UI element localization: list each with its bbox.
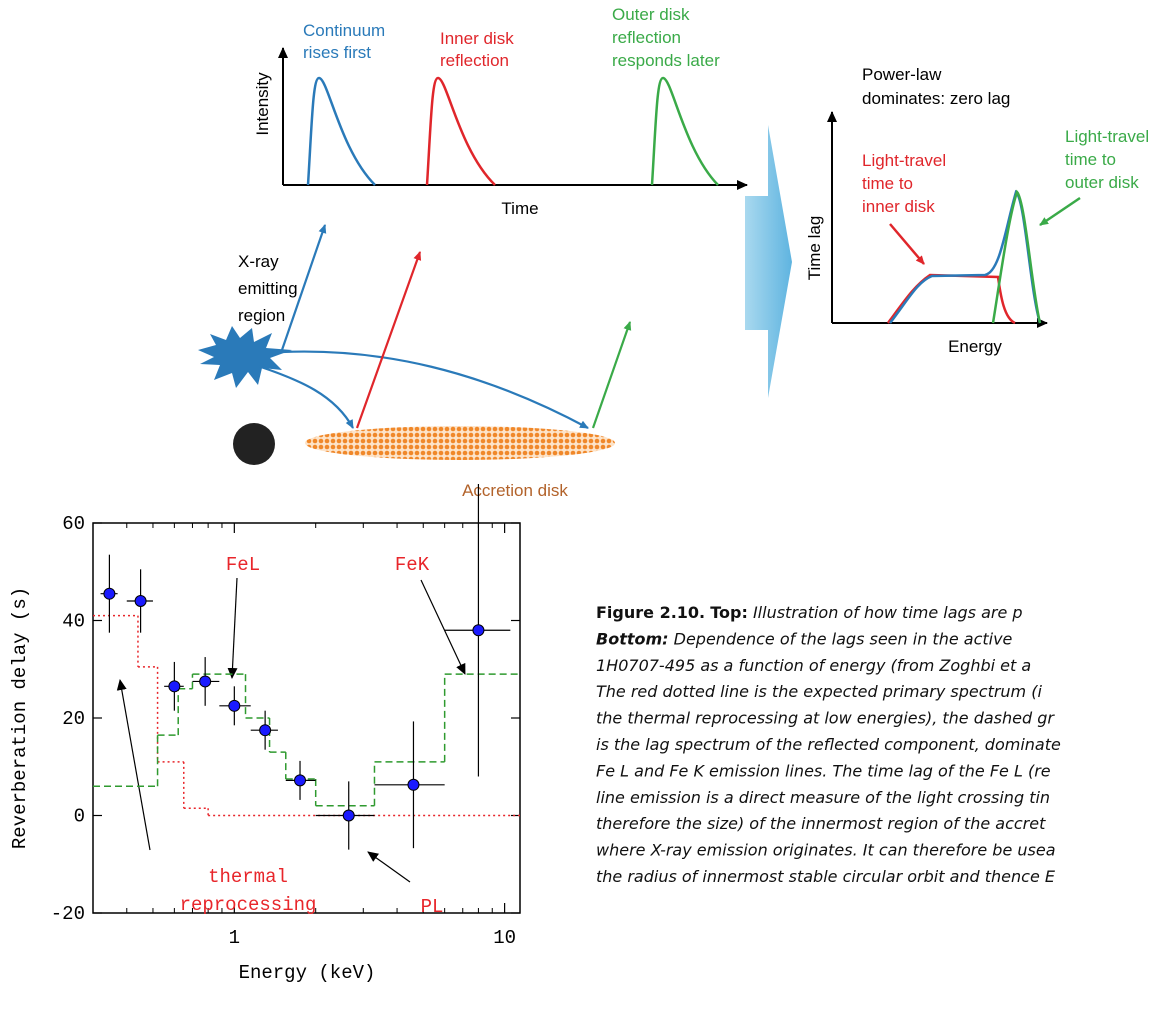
axis-label: Intensity bbox=[253, 72, 272, 136]
caption-text: therefore the size) of the innermost reg… bbox=[596, 814, 1046, 833]
caption-figure: Figure 2.10. bbox=[596, 603, 705, 622]
lag-chart: Energy (keV) Reverberation delay (s) -20… bbox=[9, 484, 520, 984]
label: Light-travel bbox=[1065, 127, 1149, 146]
axis-label: Time lag bbox=[805, 216, 824, 281]
y-tick-label: 40 bbox=[62, 611, 85, 633]
figure: Continuum rises first Inner disk reflect… bbox=[0, 0, 1160, 1012]
label: Outer disk bbox=[612, 5, 690, 24]
label: Power-law bbox=[862, 65, 942, 84]
label: time to bbox=[1065, 150, 1116, 169]
label: inner disk bbox=[862, 197, 935, 216]
label: responds later bbox=[612, 51, 720, 70]
label: outer disk bbox=[1065, 173, 1139, 192]
data-point bbox=[473, 625, 484, 636]
caption-text: Illustration of how time lags are p bbox=[753, 603, 1023, 622]
axis-label: Time bbox=[501, 199, 538, 218]
data-point bbox=[260, 725, 271, 736]
caption-line: line emission is a direct measure of the… bbox=[596, 788, 1050, 807]
caption-bottom: Bottom: bbox=[596, 629, 669, 648]
data-point bbox=[200, 676, 211, 687]
caption-line: The red dotted line is the expected prim… bbox=[596, 682, 1042, 701]
x-tick-label: 1 bbox=[229, 927, 240, 949]
data-point bbox=[408, 779, 419, 790]
caption-line: the radius of innermost stable circular … bbox=[596, 867, 1056, 886]
y-tick-label: 0 bbox=[74, 806, 85, 828]
y-tick-label: 60 bbox=[62, 513, 85, 535]
data-point bbox=[229, 700, 240, 711]
block-arrow bbox=[745, 125, 792, 398]
axis-label: Energy bbox=[948, 337, 1002, 356]
y-tick-label: -20 bbox=[51, 903, 85, 925]
caption-text: where X-ray emission originates. It can … bbox=[596, 841, 1056, 860]
label: region bbox=[238, 306, 285, 325]
caption-text: Dependence of the lags seen in the activ… bbox=[674, 629, 1013, 648]
label: reflection bbox=[612, 28, 681, 47]
data-point bbox=[295, 775, 306, 786]
x-axis-label: Energy (keV) bbox=[239, 962, 376, 984]
annotation: PL bbox=[421, 896, 444, 918]
label: Inner disk bbox=[440, 29, 514, 48]
label: rises first bbox=[303, 43, 371, 62]
geometry: X-ray emitting region Accretion disk bbox=[198, 225, 630, 500]
annotation: FeK bbox=[395, 554, 430, 576]
label: X-ray bbox=[238, 252, 279, 271]
caption-line: Figure 2.10. Top: Illustration of how ti… bbox=[596, 603, 1023, 622]
label: Light-travel bbox=[862, 151, 946, 170]
x-tick-label: 10 bbox=[493, 927, 516, 949]
caption-text: the thermal reprocessing at low energies… bbox=[596, 709, 1055, 728]
caption-text: Fe L and Fe K emission lines. The time l… bbox=[596, 761, 1051, 780]
annotation: thermal bbox=[208, 866, 288, 888]
label: dominates: zero lag bbox=[862, 89, 1010, 108]
caption-top: Top: bbox=[710, 603, 748, 622]
annotation: FeL bbox=[226, 554, 260, 576]
caption-line: Bottom: Dependence of the lags seen in t… bbox=[596, 629, 1013, 648]
caption-line: Fe L and Fe K emission lines. The time l… bbox=[596, 761, 1051, 780]
label: time to bbox=[862, 174, 913, 193]
caption-text: is the lag spectrum of the reflected com… bbox=[596, 735, 1061, 754]
caption-line: 1H0707-495 as a function of energy (from… bbox=[596, 656, 1031, 675]
annotation: reprocessing bbox=[180, 894, 317, 916]
caption-text: The red dotted line is the expected prim… bbox=[596, 682, 1042, 701]
caption-line: is the lag spectrum of the reflected com… bbox=[596, 735, 1061, 754]
label: reflection bbox=[440, 51, 509, 70]
caption-text: line emission is a direct measure of the… bbox=[596, 788, 1050, 807]
lag-plot: Power-law dominates: zero lag Time lag E… bbox=[805, 65, 1149, 356]
data-point bbox=[169, 681, 180, 692]
data-point bbox=[135, 596, 146, 607]
label: Continuum bbox=[303, 21, 385, 40]
intensity-plot: Continuum rises first Inner disk reflect… bbox=[253, 5, 747, 218]
data-point bbox=[104, 588, 115, 599]
caption-line: the thermal reprocessing at low energies… bbox=[596, 709, 1055, 728]
data-point bbox=[343, 810, 354, 821]
caption: Figure 2.10. Top: Illustration of how ti… bbox=[596, 603, 1061, 886]
caption-text: 1H0707-495 as a function of energy (from… bbox=[596, 656, 1031, 675]
caption-line: therefore the size) of the innermost reg… bbox=[596, 814, 1046, 833]
y-tick-label: 20 bbox=[62, 708, 85, 730]
caption-line: where X-ray emission originates. It can … bbox=[596, 841, 1056, 860]
label: emitting bbox=[238, 279, 298, 298]
y-axis-label: Reverberation delay (s) bbox=[9, 587, 31, 849]
caption-text: the radius of innermost stable circular … bbox=[596, 867, 1056, 886]
